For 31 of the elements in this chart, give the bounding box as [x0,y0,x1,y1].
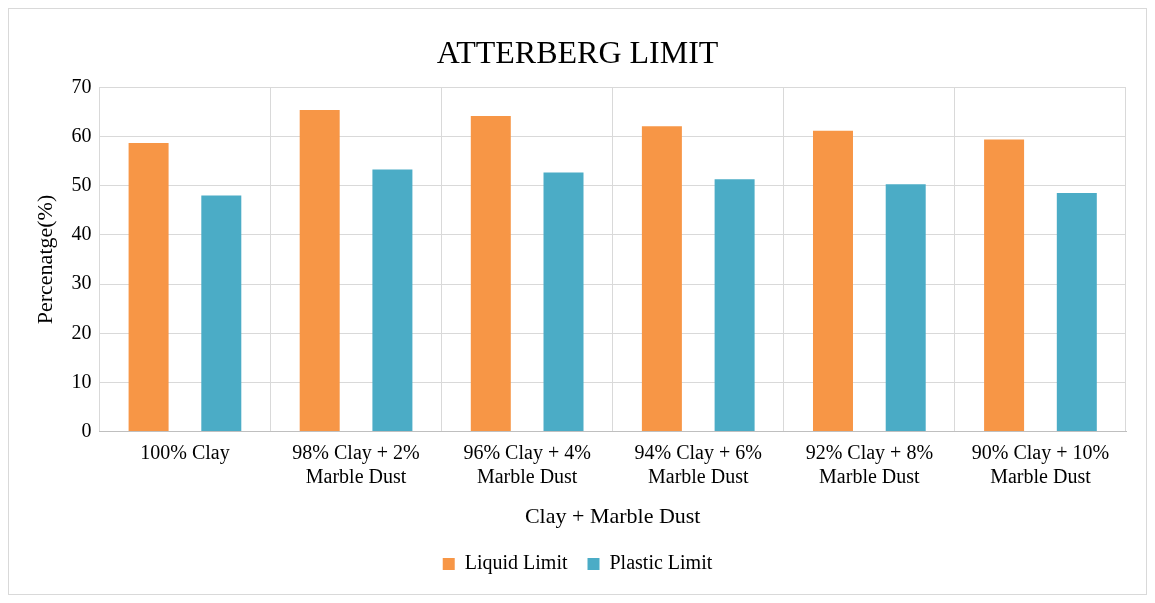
bar [1056,193,1097,432]
x-axis-title: Clay + Marble Dust [524,502,701,528]
y-axis-title: Percenatge(%) [31,194,57,325]
bar [714,179,755,432]
bar [372,169,413,432]
chart-title: ATTERBERG LIMIT [436,33,719,70]
y-tick-label: 20 [71,320,92,343]
y-tick-label: 50 [71,172,92,195]
bar [543,172,584,432]
legend-label: Plastic Limit [609,551,713,574]
y-tick-label: 40 [71,222,92,245]
bar [885,184,926,432]
x-tick-label: 92% Clay + 8% Marble Dust [805,440,934,487]
x-tick-label: 98% Clay + 2% Marble Dust [292,440,420,487]
y-tick-label: 60 [71,123,92,146]
bar [128,142,169,432]
x-tick-label: 96% Clay + 4% Marble Dust [463,440,591,487]
bar [812,130,853,432]
y-tick-label: 30 [71,271,92,294]
bar [201,195,242,432]
x-tick-label: 94% Clay + 6% Marble Dust [634,440,762,487]
y-tick-label: 0 [81,418,92,441]
bar [470,115,511,432]
legend-label: Liquid Limit [464,551,568,575]
bar [984,139,1025,432]
y-tick-label: 70 [71,74,92,97]
y-tick-label: 10 [71,369,92,392]
bar [641,126,682,432]
bar [299,110,340,432]
x-tick-label: 90% Clay + 10% Marble Dust [971,440,1110,487]
x-tick-label: 100% Clay [140,440,230,464]
